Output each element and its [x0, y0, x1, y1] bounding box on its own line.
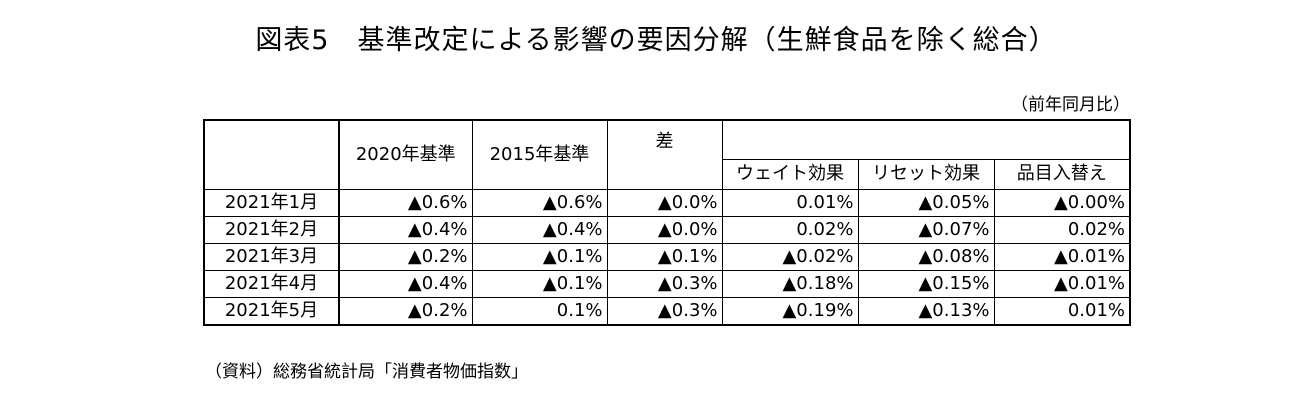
table-row: 2021年2月 ▲0.4% ▲0.4% ▲0.0% 0.02% ▲0.07% 0…: [203, 215, 1131, 244]
cell-base2020: ▲0.2%: [338, 242, 473, 271]
table-row: 2021年5月 ▲0.2% 0.1% ▲0.3% ▲0.19% ▲0.13% 0…: [203, 296, 1131, 325]
cell-item-replacement: ▲0.00%: [993, 188, 1131, 217]
cell-item-replacement: 0.01%: [993, 296, 1131, 325]
table-row: 2021年4月 ▲0.4% ▲0.1% ▲0.3% ▲0.18% ▲0.15% …: [203, 269, 1131, 298]
cell-reset-effect: ▲0.07%: [857, 215, 995, 244]
header-difference: 差: [606, 119, 723, 159]
cell-item-replacement: 0.02%: [993, 215, 1131, 244]
row-month: 2021年1月: [203, 188, 340, 217]
cell-base2015: ▲0.6%: [471, 188, 608, 217]
cell-weight-effect: ▲0.18%: [721, 269, 859, 298]
cell-base2015: ▲0.1%: [471, 269, 608, 298]
cell-weight-effect: ▲0.02%: [721, 242, 859, 271]
cell-difference: ▲0.1%: [606, 242, 723, 271]
cell-weight-effect: 0.01%: [721, 188, 859, 217]
subheader-row: ウェイト効果 リセット効果 品目入替え: [204, 158, 1131, 190]
cell-reset-effect: ▲0.13%: [857, 296, 995, 325]
corner-cell: [203, 119, 340, 190]
row-month: 2021年2月: [203, 215, 340, 244]
header-breakdown-span: [721, 119, 1131, 159]
cell-reset-effect: ▲0.05%: [857, 188, 995, 217]
cell-reset-effect: ▲0.08%: [857, 242, 995, 271]
cell-base2020: ▲0.6%: [338, 188, 473, 217]
header-row: 2020年基準 2015年基準 差: [203, 119, 1131, 190]
header-reset-effect: リセット効果: [857, 158, 995, 190]
cell-difference: ▲0.3%: [606, 296, 723, 325]
cell-difference: ▲0.0%: [606, 188, 723, 217]
cell-weight-effect: ▲0.19%: [721, 296, 859, 325]
cell-base2020: ▲0.2%: [338, 296, 473, 325]
header-base2020: 2020年基準: [338, 119, 473, 190]
cell-difference: ▲0.0%: [606, 215, 723, 244]
cell-base2015: ▲0.1%: [471, 242, 608, 271]
table-row: 2021年1月 ▲0.6% ▲0.6% ▲0.0% 0.01% ▲0.05% ▲…: [203, 188, 1131, 217]
cell-reset-effect: ▲0.15%: [857, 269, 995, 298]
cell-base2020: ▲0.4%: [338, 269, 473, 298]
cell-base2015: ▲0.4%: [471, 215, 608, 244]
row-month: 2021年3月: [203, 242, 340, 271]
cell-item-replacement: ▲0.01%: [993, 269, 1131, 298]
table-row: 2021年3月 ▲0.2% ▲0.1% ▲0.1% ▲0.02% ▲0.08% …: [203, 242, 1131, 271]
cell-base2015: 0.1%: [471, 296, 608, 325]
cell-base2020: ▲0.4%: [338, 215, 473, 244]
row-month: 2021年5月: [203, 296, 340, 325]
source-note: （資料）総務省統計局「消費者物価指数」: [205, 362, 528, 382]
page-title: 図表5 基準改定による影響の要因分解（生鮮食品を除く総合）: [255, 25, 1057, 56]
cell-item-replacement: ▲0.01%: [993, 242, 1131, 271]
header-weight-effect: ウェイト効果: [721, 158, 859, 190]
row-month: 2021年4月: [203, 269, 340, 298]
header-difference-lower: [606, 159, 723, 190]
header-item-replacement: 品目入替え: [993, 158, 1131, 190]
cell-weight-effect: 0.02%: [721, 215, 859, 244]
decomposition-table: 2020年基準 2015年基準 差 ウェイト効果 リセット効果 品目入替え 20…: [203, 119, 1131, 326]
header-base2015: 2015年基準: [471, 119, 608, 190]
cell-difference: ▲0.3%: [606, 269, 723, 298]
unit-note: （前年同月比）: [1011, 95, 1130, 115]
